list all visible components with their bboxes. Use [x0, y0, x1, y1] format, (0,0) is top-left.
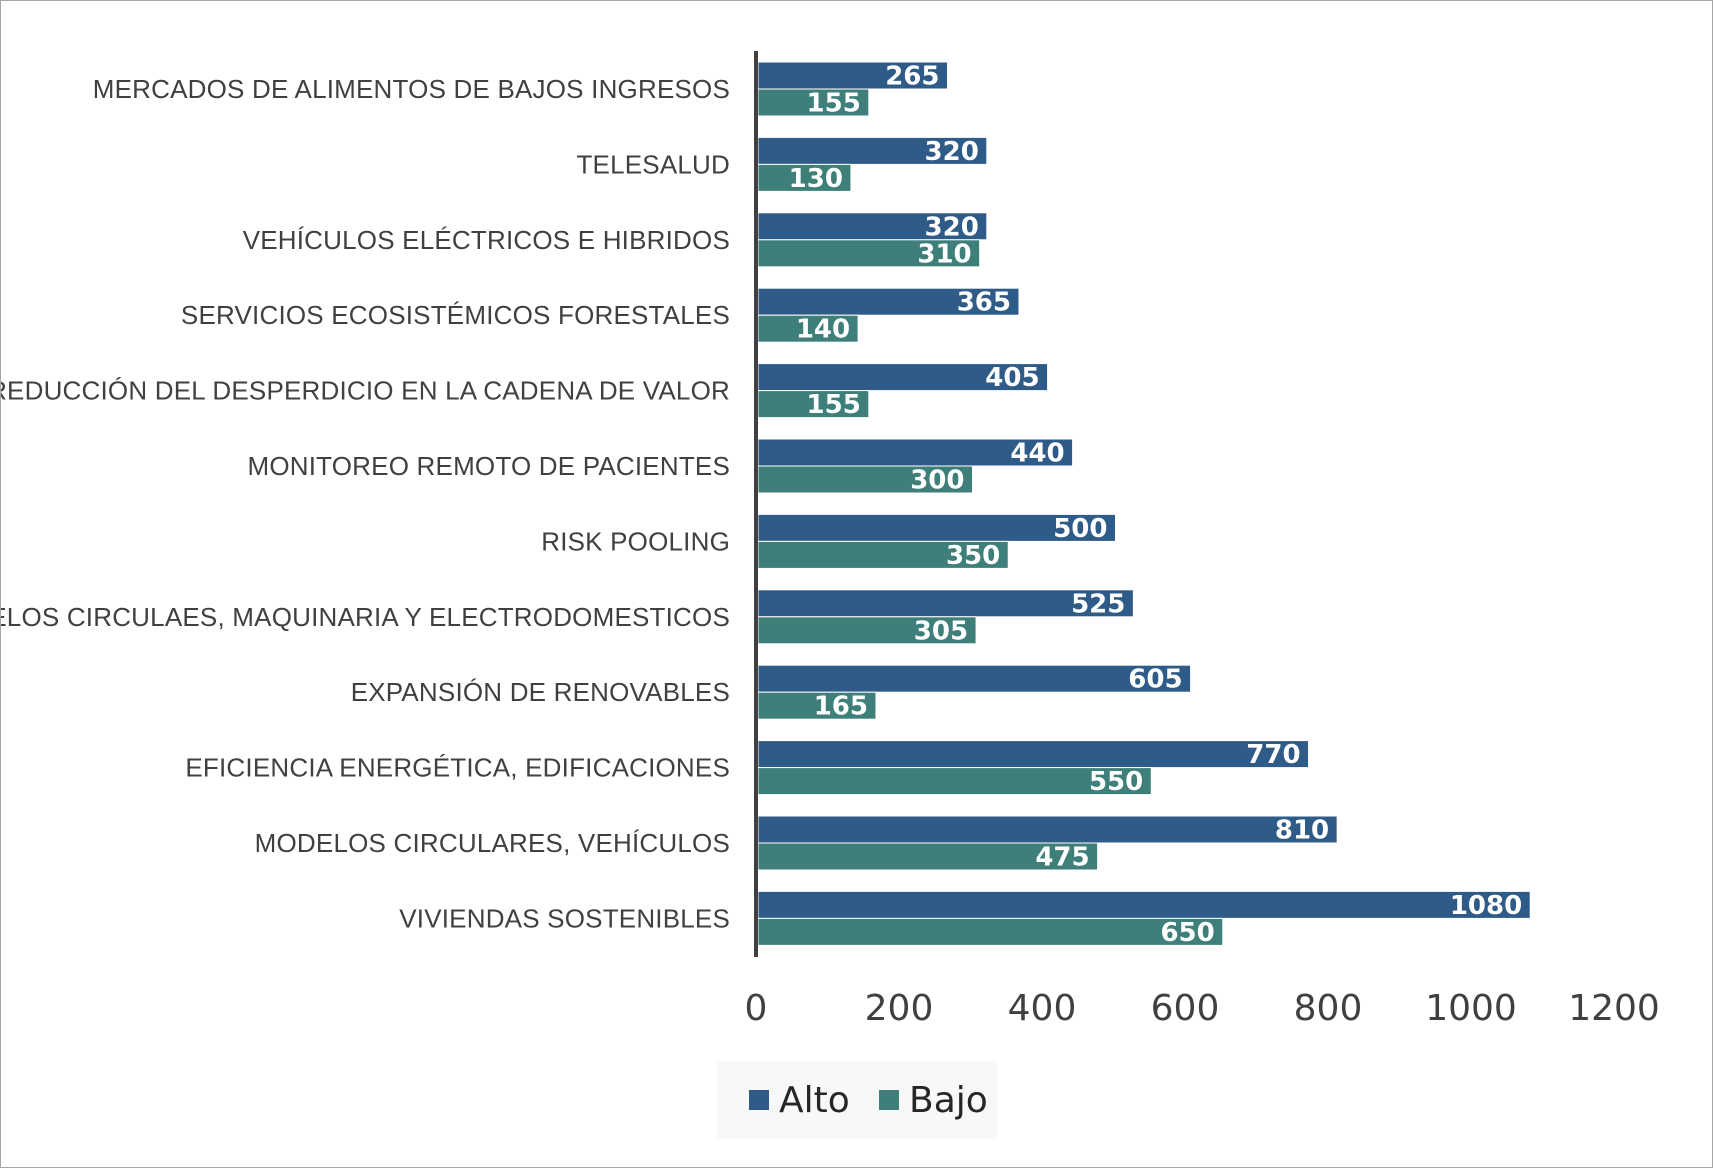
bar-alto [757, 815, 1338, 844]
x-tick-label: 1200 [1568, 988, 1660, 1029]
data-label-alto: 320 [925, 212, 979, 242]
category-label: VEHÍCULOS ELÉCTRICOS E HIBRIDOS [243, 225, 730, 255]
bar-alto [757, 438, 1074, 467]
bar-bajo [757, 917, 1224, 946]
data-label-alto: 810 [1275, 816, 1329, 846]
x-tick-label: 200 [865, 988, 934, 1029]
bar-alto [757, 740, 1310, 769]
data-label-alto: 440 [1010, 439, 1064, 469]
data-label-alto: 405 [985, 363, 1039, 393]
legend: Alto Bajo [717, 1061, 997, 1139]
category-labels: MERCADOS DE ALIMENTOS DE BAJOS INGRESOS T… [1, 74, 730, 933]
category-label: RISK POOLING [541, 526, 730, 556]
category-label: MONITOREO REMOTO DE PACIENTES [247, 451, 730, 481]
data-label-alto: 1080 [1450, 891, 1522, 921]
data-label-alto: 320 [925, 137, 979, 167]
data-label-bajo: 310 [917, 239, 971, 269]
category-label: TELESALUD [576, 149, 730, 179]
x-tick-label: 800 [1294, 988, 1363, 1029]
legend-swatch-alto [749, 1090, 769, 1110]
category-label: MODELOS CIRCULARES, VEHÍCULOS [255, 828, 730, 858]
bar-bajo [757, 390, 870, 419]
legend-swatch-bajo [879, 1090, 899, 1110]
bar-bajo [757, 465, 973, 494]
data-label-bajo: 550 [1089, 767, 1143, 797]
bar-bajo [757, 540, 1009, 569]
legend-label-bajo: Bajo [909, 1080, 988, 1121]
data-label-alto: 605 [1128, 665, 1182, 695]
x-tick-label: 0 [745, 988, 768, 1029]
bar-alto [757, 890, 1531, 919]
data-label-alto: 770 [1246, 740, 1300, 770]
data-label-alto: 265 [885, 62, 939, 92]
data-label-bajo: 650 [1160, 918, 1214, 948]
bar-alto [757, 136, 988, 165]
data-label-bajo: 475 [1035, 843, 1089, 873]
data-label-bajo: 155 [807, 390, 861, 420]
data-label-bajo: 305 [914, 616, 968, 646]
x-tick-label: 400 [1008, 988, 1077, 1029]
data-label-alto: 525 [1071, 589, 1125, 619]
category-label: MODELOS CIRCULAES, MAQUINARIA Y ELECTROD… [1, 602, 730, 632]
bar-alto [757, 287, 1020, 316]
legend-label-alto: Alto [779, 1080, 850, 1121]
x-tick-label: 1000 [1425, 988, 1517, 1029]
bar-alto [757, 61, 948, 90]
bar-alto [757, 664, 1192, 693]
x-axis-tick-labels: 0 200 400 600 800 1000 1200 [745, 988, 1660, 1029]
category-label: SERVICIOS ECOSISTÉMICOS FORESTALES [181, 300, 730, 330]
data-label-bajo: 165 [814, 692, 868, 722]
category-label: EFICIENCIA ENERGÉTICA, EDIFICACIONES [185, 753, 730, 783]
data-label-bajo: 140 [796, 315, 850, 345]
data-label-alto: 365 [957, 288, 1011, 318]
data-label-alto: 500 [1053, 514, 1107, 544]
category-label: VIVIENDAS SOSTENIBLES [399, 903, 730, 933]
x-tick-label: 600 [1151, 988, 1220, 1029]
category-label: MERCADOS DE ALIMENTOS DE BAJOS INGRESOS [93, 74, 730, 104]
data-label-bajo: 350 [946, 541, 1000, 571]
bar-bajo [757, 842, 1099, 871]
bar-bajo [757, 88, 870, 117]
category-label: EXPANSIÓN DE RENOVABLES [351, 677, 730, 707]
data-label-bajo: 155 [807, 89, 861, 119]
data-label-bajo: 300 [910, 466, 964, 496]
data-label-bajo: 130 [789, 164, 843, 194]
bar-bajo [757, 163, 852, 192]
bars-layer: 2651553201303203103651404051554403005003… [757, 61, 1531, 948]
category-label: REDUCCIÓN DEL DESPERDICIO EN LA CADENA D… [1, 376, 730, 406]
